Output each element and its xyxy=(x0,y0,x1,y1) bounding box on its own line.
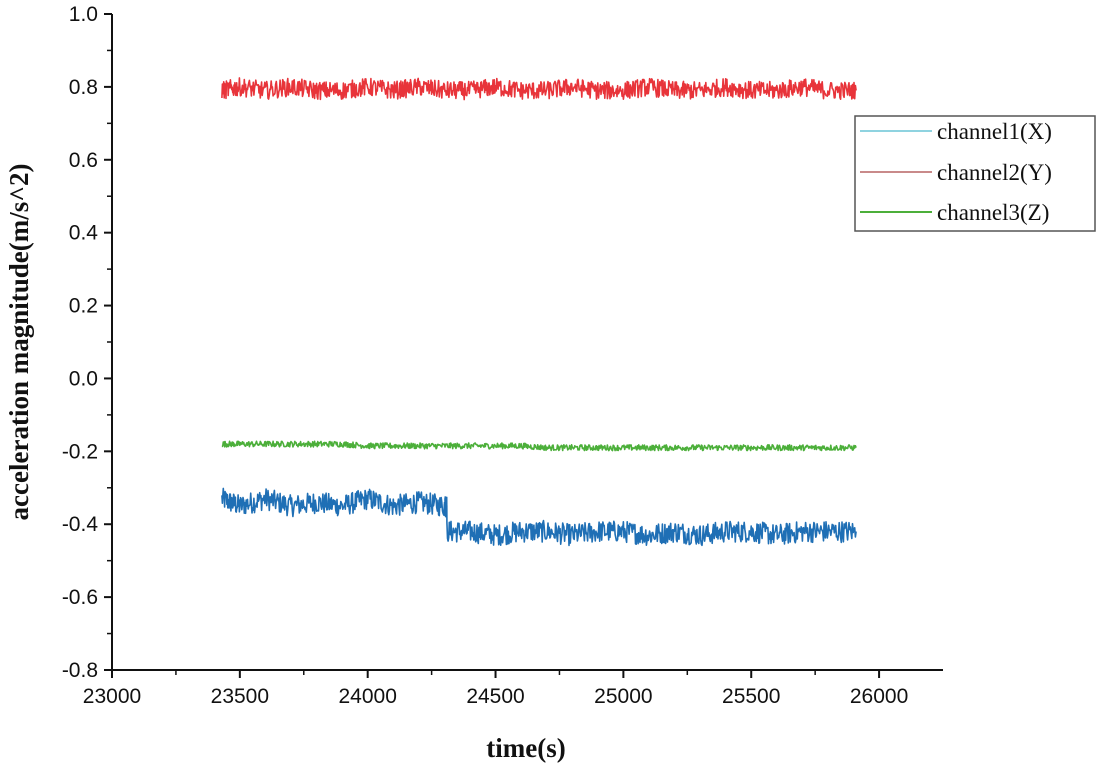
x-tick-label: 26000 xyxy=(850,685,908,708)
ticks-layer: -0.8 -0.6 -0.4 -0.2 0.0 0.2 0.4 0.6 0.8 1.0 23000 2… xyxy=(62,3,908,708)
legend-label-channel3: channel3(Z) xyxy=(937,200,1049,225)
legend-item-channel3: channel3(Z) xyxy=(860,200,1049,225)
y-tick-label: 0.2 xyxy=(69,295,98,318)
y-tick-label: -0.4 xyxy=(62,513,99,536)
legend-label-channel2: channel2(Y) xyxy=(937,160,1052,185)
y-axis-title: acceleration magnitude(m/s^2) xyxy=(4,164,34,521)
y-tick-label: 0.6 xyxy=(69,149,98,172)
x-axis-title: time(s) xyxy=(486,733,565,763)
x-tick-label: 24000 xyxy=(338,685,396,708)
legend-item-channel2: channel2(Y) xyxy=(860,160,1052,185)
legend-label-channel1: channel1(X) xyxy=(937,119,1052,144)
series-layer xyxy=(221,77,857,547)
y-tick-label: 0.4 xyxy=(69,222,99,245)
x-tick-label: 25000 xyxy=(594,685,652,708)
y-tick-label: 1.0 xyxy=(69,3,98,26)
x-tick-label: 23000 xyxy=(83,685,141,708)
x-tick-label: 23500 xyxy=(211,685,269,708)
series-line-channel1x xyxy=(221,487,857,547)
legend-item-channel1: channel1(X) xyxy=(860,119,1052,144)
y-tick-label: -0.8 xyxy=(62,659,98,682)
y-tick-label: 0.0 xyxy=(69,367,98,390)
series-line-channel2y xyxy=(221,77,857,101)
legend: channel1(X) channel2(Y) channel3(Z) xyxy=(854,115,1096,232)
x-tick-label: 25500 xyxy=(722,685,780,708)
x-tick-label: 24500 xyxy=(466,685,524,708)
y-tick-label: -0.6 xyxy=(62,586,98,609)
series-line-channel3z xyxy=(221,440,857,452)
y-tick-label: -0.2 xyxy=(62,440,98,463)
axes-layer xyxy=(111,14,943,671)
y-tick-label: 0.8 xyxy=(69,76,98,99)
